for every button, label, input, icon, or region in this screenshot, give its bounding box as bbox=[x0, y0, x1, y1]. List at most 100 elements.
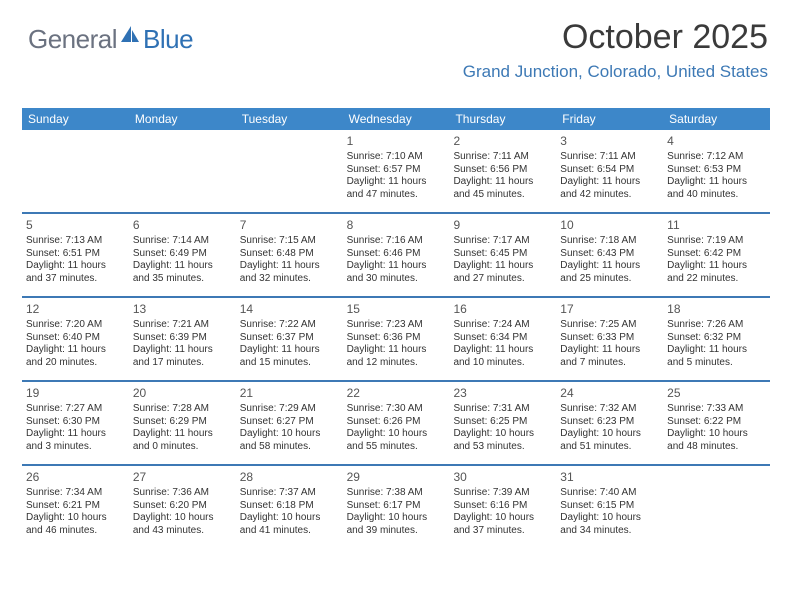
weekday-header: Sunday bbox=[22, 112, 129, 126]
sunset-line: Sunset: 6:49 PM bbox=[133, 248, 232, 261]
weekday-header: Saturday bbox=[663, 112, 770, 126]
day-number: 9 bbox=[453, 218, 552, 233]
day-cell: 6 Sunrise: 7:14 AM Sunset: 6:49 PM Dayli… bbox=[129, 214, 236, 296]
day-number: 13 bbox=[133, 302, 232, 317]
day-number: 26 bbox=[26, 470, 125, 485]
sunrise-line: Sunrise: 7:29 AM bbox=[240, 403, 339, 416]
location-label: Grand Junction, Colorado, United States bbox=[463, 62, 768, 82]
sunset-line: Sunset: 6:45 PM bbox=[453, 248, 552, 261]
day-cell: 2 Sunrise: 7:11 AM Sunset: 6:56 PM Dayli… bbox=[449, 130, 556, 212]
daylight-line: Daylight: 11 hours bbox=[133, 428, 232, 441]
daylight-line: Daylight: 11 hours bbox=[26, 344, 125, 357]
sunrise-line: Sunrise: 7:33 AM bbox=[667, 403, 766, 416]
daylight-line: Daylight: 10 hours bbox=[453, 428, 552, 441]
daylight-line: Daylight: 10 hours bbox=[667, 428, 766, 441]
day-number: 7 bbox=[240, 218, 339, 233]
daylight-line2: and 20 minutes. bbox=[26, 357, 125, 370]
day-number: 30 bbox=[453, 470, 552, 485]
day-cell: 26 Sunrise: 7:34 AM Sunset: 6:21 PM Dayl… bbox=[22, 466, 129, 548]
sunrise-line: Sunrise: 7:28 AM bbox=[133, 403, 232, 416]
day-number: 18 bbox=[667, 302, 766, 317]
day-cell: 22 Sunrise: 7:30 AM Sunset: 6:26 PM Dayl… bbox=[343, 382, 450, 464]
sunset-line: Sunset: 6:46 PM bbox=[347, 248, 446, 261]
daylight-line2: and 35 minutes. bbox=[133, 273, 232, 286]
daylight-line: Daylight: 10 hours bbox=[453, 512, 552, 525]
day-cell: 27 Sunrise: 7:36 AM Sunset: 6:20 PM Dayl… bbox=[129, 466, 236, 548]
day-cell: 25 Sunrise: 7:33 AM Sunset: 6:22 PM Dayl… bbox=[663, 382, 770, 464]
day-cell: 31 Sunrise: 7:40 AM Sunset: 6:15 PM Dayl… bbox=[556, 466, 663, 548]
sunset-line: Sunset: 6:57 PM bbox=[347, 164, 446, 177]
sunrise-line: Sunrise: 7:26 AM bbox=[667, 319, 766, 332]
daylight-line2: and 27 minutes. bbox=[453, 273, 552, 286]
daylight-line2: and 53 minutes. bbox=[453, 441, 552, 454]
day-number: 25 bbox=[667, 386, 766, 401]
day-cell bbox=[22, 130, 129, 212]
sunrise-line: Sunrise: 7:19 AM bbox=[667, 235, 766, 248]
daylight-line: Daylight: 10 hours bbox=[240, 428, 339, 441]
sunrise-line: Sunrise: 7:27 AM bbox=[26, 403, 125, 416]
daylight-line: Daylight: 10 hours bbox=[560, 512, 659, 525]
daylight-line: Daylight: 11 hours bbox=[347, 176, 446, 189]
day-number: 31 bbox=[560, 470, 659, 485]
sunrise-line: Sunrise: 7:38 AM bbox=[347, 487, 446, 500]
daylight-line2: and 43 minutes. bbox=[133, 525, 232, 538]
sunrise-line: Sunrise: 7:25 AM bbox=[560, 319, 659, 332]
sunrise-line: Sunrise: 7:36 AM bbox=[133, 487, 232, 500]
daylight-line2: and 46 minutes. bbox=[26, 525, 125, 538]
sunrise-line: Sunrise: 7:34 AM bbox=[26, 487, 125, 500]
sunset-line: Sunset: 6:26 PM bbox=[347, 416, 446, 429]
daylight-line: Daylight: 11 hours bbox=[560, 344, 659, 357]
page: General Blue October 2025 Grand Junction… bbox=[0, 0, 792, 612]
day-cell: 23 Sunrise: 7:31 AM Sunset: 6:25 PM Dayl… bbox=[449, 382, 556, 464]
daylight-line: Daylight: 11 hours bbox=[240, 260, 339, 273]
sunrise-line: Sunrise: 7:10 AM bbox=[347, 151, 446, 164]
daylight-line2: and 25 minutes. bbox=[560, 273, 659, 286]
sunrise-line: Sunrise: 7:18 AM bbox=[560, 235, 659, 248]
day-number: 10 bbox=[560, 218, 659, 233]
brand-logo: General Blue bbox=[28, 24, 193, 55]
daylight-line2: and 58 minutes. bbox=[240, 441, 339, 454]
sunset-line: Sunset: 6:21 PM bbox=[26, 500, 125, 513]
daylight-line: Daylight: 10 hours bbox=[347, 512, 446, 525]
daylight-line: Daylight: 10 hours bbox=[26, 512, 125, 525]
day-cell: 16 Sunrise: 7:24 AM Sunset: 6:34 PM Dayl… bbox=[449, 298, 556, 380]
daylight-line2: and 7 minutes. bbox=[560, 357, 659, 370]
weekday-header: Friday bbox=[556, 112, 663, 126]
sunset-line: Sunset: 6:29 PM bbox=[133, 416, 232, 429]
sunset-line: Sunset: 6:37 PM bbox=[240, 332, 339, 345]
sunset-line: Sunset: 6:43 PM bbox=[560, 248, 659, 261]
daylight-line2: and 41 minutes. bbox=[240, 525, 339, 538]
daylight-line: Daylight: 11 hours bbox=[667, 344, 766, 357]
sunrise-line: Sunrise: 7:20 AM bbox=[26, 319, 125, 332]
day-cell bbox=[129, 130, 236, 212]
day-cell bbox=[663, 466, 770, 548]
sunrise-line: Sunrise: 7:22 AM bbox=[240, 319, 339, 332]
day-cell: 21 Sunrise: 7:29 AM Sunset: 6:27 PM Dayl… bbox=[236, 382, 343, 464]
daylight-line: Daylight: 11 hours bbox=[133, 260, 232, 273]
day-cell: 29 Sunrise: 7:38 AM Sunset: 6:17 PM Dayl… bbox=[343, 466, 450, 548]
sunset-line: Sunset: 6:16 PM bbox=[453, 500, 552, 513]
sunset-line: Sunset: 6:32 PM bbox=[667, 332, 766, 345]
daylight-line: Daylight: 11 hours bbox=[347, 344, 446, 357]
sunset-line: Sunset: 6:20 PM bbox=[133, 500, 232, 513]
daylight-line2: and 22 minutes. bbox=[667, 273, 766, 286]
day-number: 22 bbox=[347, 386, 446, 401]
day-cell: 1 Sunrise: 7:10 AM Sunset: 6:57 PM Dayli… bbox=[343, 130, 450, 212]
logo-text-2: Blue bbox=[143, 24, 193, 55]
daylight-line: Daylight: 11 hours bbox=[133, 344, 232, 357]
day-number: 17 bbox=[560, 302, 659, 317]
sunrise-line: Sunrise: 7:14 AM bbox=[133, 235, 232, 248]
calendar-grid: Sunday Monday Tuesday Wednesday Thursday… bbox=[22, 108, 770, 548]
daylight-line: Daylight: 10 hours bbox=[560, 428, 659, 441]
sunset-line: Sunset: 6:25 PM bbox=[453, 416, 552, 429]
day-number: 1 bbox=[347, 134, 446, 149]
day-number: 4 bbox=[667, 134, 766, 149]
daylight-line: Daylight: 11 hours bbox=[347, 260, 446, 273]
day-cell: 20 Sunrise: 7:28 AM Sunset: 6:29 PM Dayl… bbox=[129, 382, 236, 464]
daylight-line: Daylight: 10 hours bbox=[347, 428, 446, 441]
weekday-header: Wednesday bbox=[343, 112, 450, 126]
sunrise-line: Sunrise: 7:32 AM bbox=[560, 403, 659, 416]
daylight-line2: and 12 minutes. bbox=[347, 357, 446, 370]
day-number: 6 bbox=[133, 218, 232, 233]
sunrise-line: Sunrise: 7:39 AM bbox=[453, 487, 552, 500]
